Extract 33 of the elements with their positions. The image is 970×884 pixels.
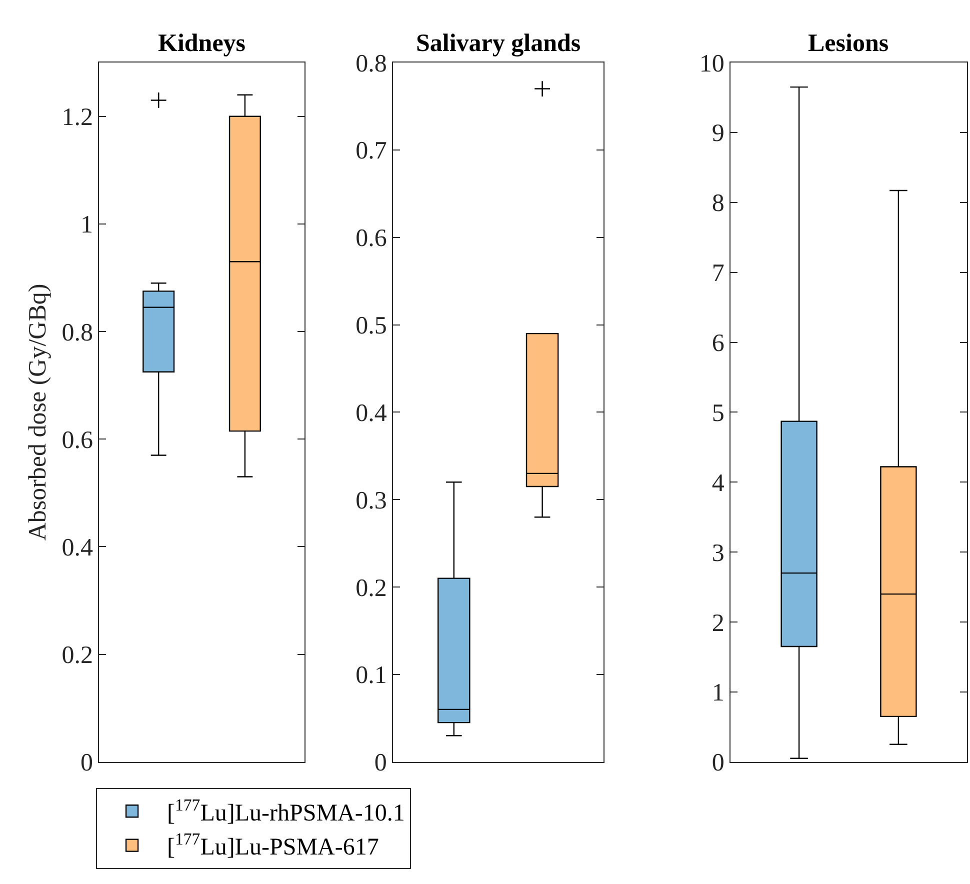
y-axis-title: Absorbed dose (Gy/GBq) [24, 284, 52, 541]
y-tick-label: 0.4 [62, 534, 94, 562]
y-tick-label: 0.8 [62, 319, 93, 346]
y-tick-label: 0 [80, 750, 93, 777]
y-tick-label: 0.1 [356, 662, 387, 690]
chart-title: Salivary glands [416, 30, 581, 57]
y-tick-label: 0.6 [356, 225, 387, 252]
y-tick-label: 0.5 [356, 312, 387, 340]
y-tick-label: 8 [712, 190, 724, 218]
y-tick-label: 7 [712, 260, 724, 288]
y-tick-label: 0.4 [356, 400, 388, 427]
y-tick-label: 1 [80, 212, 93, 239]
y-tick-label: 0.8 [356, 50, 387, 78]
legend-label: [$^{177}$Lu]Lu-PSMA-617 [167, 830, 379, 861]
legend-label: [$^{177}$Lu]Lu-rhPSMA-10.1 [167, 795, 405, 826]
y-tick-label: 1.2 [62, 104, 93, 132]
y-tick-label: 0.6 [62, 426, 93, 454]
y-tick-label: 10 [699, 50, 724, 78]
y-tick-label: 9 [712, 120, 724, 148]
y-tick-label: 0.7 [356, 138, 387, 165]
y-tick-label: 1 [712, 680, 724, 707]
y-tick-label: 4 [712, 470, 725, 497]
y-tick-label: 0.2 [62, 642, 93, 670]
y-tick-label: 0.3 [356, 487, 387, 514]
y-tick-label: 0 [712, 750, 724, 777]
y-tick-label: 0 [374, 750, 387, 777]
chart-title: Kidneys [158, 30, 246, 57]
y-tick-label: 3 [712, 540, 724, 567]
y-tick-label: 5 [712, 400, 724, 427]
y-tick-label: 6 [712, 330, 724, 358]
y-tick-label: 0.2 [356, 574, 387, 602]
chart-title: Lesions [808, 30, 889, 57]
y-tick-label: 2 [712, 610, 724, 637]
